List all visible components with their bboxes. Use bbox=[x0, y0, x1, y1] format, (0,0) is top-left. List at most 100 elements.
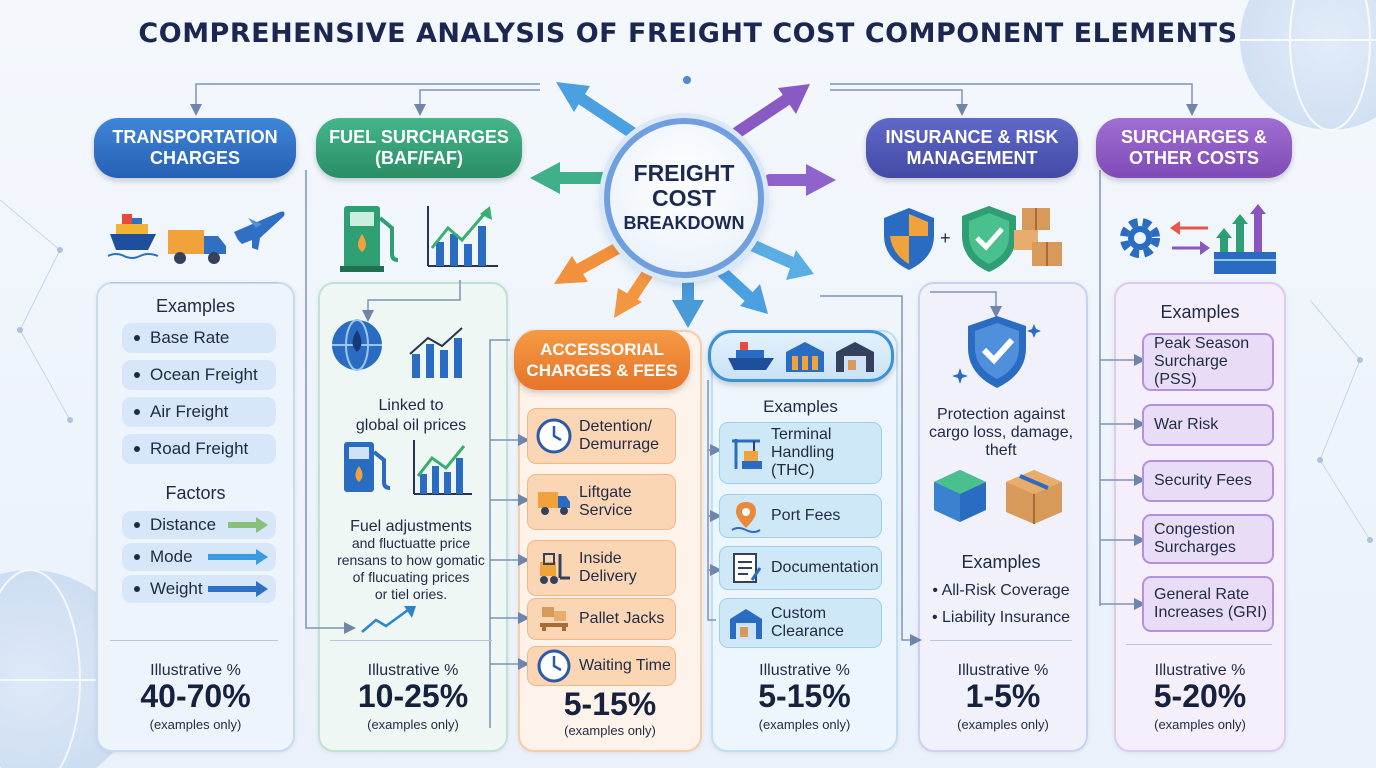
arrow-purple-right bbox=[764, 164, 836, 196]
airplane-icon bbox=[234, 211, 285, 250]
plus-icon: + bbox=[940, 228, 951, 248]
transport-factor-distance: Distance bbox=[122, 511, 276, 539]
transport-pct-note: (examples only) bbox=[149, 717, 242, 732]
handling-item-documentation: Documentation bbox=[719, 546, 882, 590]
crane-icon bbox=[732, 439, 762, 469]
arrow-orange-down bbox=[614, 264, 656, 318]
truck-icon bbox=[168, 230, 226, 264]
surcharge-item-peak-season: Peak Season Surcharge (PSS) bbox=[1142, 333, 1274, 391]
accessorial-pct-value: 5-15% bbox=[563, 686, 657, 722]
handling-examples-title: Examples bbox=[763, 397, 838, 416]
insurance-pct-value: 1-5% bbox=[965, 678, 1041, 714]
arrow-purple-up-right bbox=[732, 84, 810, 138]
fuel-header: FUEL SURCHARGES (BAF/FAF) bbox=[316, 118, 522, 178]
surcharge-item-congestion: Congestion Surcharges bbox=[1142, 514, 1274, 564]
surcharges-pct-value: 5-20% bbox=[1153, 678, 1247, 714]
warehouse-icon bbox=[836, 342, 874, 372]
bar-chart-icon bbox=[409, 327, 463, 378]
fuel-pump-small-icon bbox=[344, 442, 391, 492]
warehouse-icon bbox=[730, 609, 762, 639]
clock-icon bbox=[537, 649, 571, 683]
accessorial-item-inside-delivery: Inside Delivery bbox=[527, 540, 676, 596]
pallet-icon bbox=[540, 607, 568, 631]
transport-example-4: Road Freight bbox=[122, 434, 276, 464]
shield-icon bbox=[884, 208, 934, 270]
fuel-pct-value: 10-25% bbox=[357, 678, 469, 714]
transport-pct-value: 40-70% bbox=[140, 678, 251, 714]
boxes-icon bbox=[1014, 208, 1062, 266]
arrow-right-icon bbox=[228, 517, 268, 533]
insurance-header: INSURANCE & RISK MANAGEMENT bbox=[866, 118, 1078, 178]
insurance-pct-label: Illustrative % bbox=[957, 662, 1049, 679]
accessorial-header: ACCESSORIAL CHARGES & FEES bbox=[514, 330, 690, 390]
arrow-blue-down bbox=[672, 270, 704, 328]
surcharge-item-security-fees: Security Fees bbox=[1142, 460, 1274, 502]
transport-example-1: Base Rate bbox=[122, 323, 276, 353]
handling-pct-note: (examples only) bbox=[758, 717, 851, 732]
hub-line3: BREAKDOWN bbox=[623, 212, 745, 233]
insurance-example-1: • All-Risk Coverage bbox=[932, 582, 1070, 599]
fuel-linked-text: Linked to global oil prices bbox=[355, 397, 467, 434]
exchange-arrows-icon bbox=[1170, 221, 1210, 255]
handling-column bbox=[711, 330, 898, 752]
oil-globe-icon bbox=[332, 319, 382, 371]
trend-line-icon bbox=[361, 606, 416, 633]
fuel-pump-icon bbox=[340, 206, 399, 272]
document-icon bbox=[733, 553, 762, 583]
hub-line1: FREIGHT bbox=[633, 159, 735, 186]
arrow-right-icon bbox=[208, 581, 268, 597]
cargo-ship-icon bbox=[728, 342, 774, 370]
shield-check-icon bbox=[962, 206, 1016, 272]
fuel-pct-label: Illustrative % bbox=[367, 662, 459, 679]
growth-chart-icon bbox=[413, 440, 472, 495]
insurance-divider-bottom bbox=[930, 640, 1072, 641]
shield-check-large-icon bbox=[952, 316, 1041, 388]
hub-line2: COST bbox=[652, 184, 716, 211]
insurance-protection-text: Protection against cargo loss, damage, the… bbox=[928, 406, 1074, 459]
transport-divider-top bbox=[110, 282, 278, 283]
fuel-adjust-text: Fuel adjustments and fluctuatte price re… bbox=[337, 518, 485, 602]
surcharges-pct-note: (examples only) bbox=[1154, 717, 1246, 732]
handling-item-port-fees: Port Fees bbox=[719, 494, 882, 538]
surcharges-divider-bottom bbox=[1126, 644, 1272, 645]
transport-header: TRANSPORTATION CHARGES bbox=[94, 118, 296, 178]
handling-item-terminal: Terminal Handling (THC) bbox=[719, 422, 882, 484]
insurance-pct-note: (examples only) bbox=[957, 717, 1049, 732]
arrow-right-icon bbox=[208, 549, 268, 565]
clock-icon bbox=[536, 418, 572, 454]
transport-example-3: Air Freight bbox=[122, 397, 276, 427]
arrow-orange-down-left bbox=[554, 242, 624, 284]
box-green-icon bbox=[934, 470, 986, 522]
transport-factor-mode: Mode bbox=[122, 543, 276, 571]
port-pin-icon bbox=[731, 502, 761, 533]
surcharges-pct-label: Illustrative % bbox=[1154, 662, 1246, 679]
page-title: COMPREHENSIVE ANALYSIS OF FREIGHT COST C… bbox=[138, 18, 1238, 49]
fuel-pct-note: (examples only) bbox=[367, 717, 459, 732]
handling-pct-label: Illustrative % bbox=[759, 662, 850, 679]
surcharges-header: SURCHARGES & OTHER COSTS bbox=[1096, 118, 1292, 178]
insurance-examples-title: Examples bbox=[961, 552, 1041, 572]
transport-examples-title: Examples bbox=[155, 296, 236, 316]
gear-icon bbox=[1120, 218, 1160, 258]
arrow-blue-right-down bbox=[748, 240, 814, 280]
terminal-building-icon bbox=[786, 342, 824, 372]
handling-header bbox=[708, 330, 894, 382]
box-brown-icon bbox=[1006, 470, 1062, 524]
transport-example-2: Ocean Freight bbox=[122, 360, 276, 390]
transport-factor-weight: Weight bbox=[122, 575, 276, 603]
transport-divider-bottom bbox=[110, 640, 278, 641]
insurance-example-2: • Liability Insurance bbox=[931, 609, 1071, 626]
surcharge-item-gri: General Rate Increases (GRI) bbox=[1142, 576, 1274, 632]
surcharge-item-war-risk: War Risk bbox=[1142, 404, 1274, 446]
accessorial-pct-note: (examples only) bbox=[564, 723, 656, 738]
surcharges-examples-title: Examples bbox=[1160, 302, 1240, 322]
transport-pct-label: Illustrative % bbox=[150, 662, 241, 679]
freight-cost-hub: FREIGHT COST BREAKDOWN bbox=[604, 118, 764, 278]
accessorial-item-waiting-time: Waiting Time bbox=[527, 646, 676, 686]
liftgate-truck-icon bbox=[538, 492, 570, 515]
fuel-divider-bottom bbox=[330, 640, 492, 641]
accessorial-item-liftgate: Liftgate Service bbox=[527, 474, 676, 530]
arrow-blue-down-right bbox=[716, 266, 768, 314]
forklift-icon bbox=[540, 553, 570, 584]
